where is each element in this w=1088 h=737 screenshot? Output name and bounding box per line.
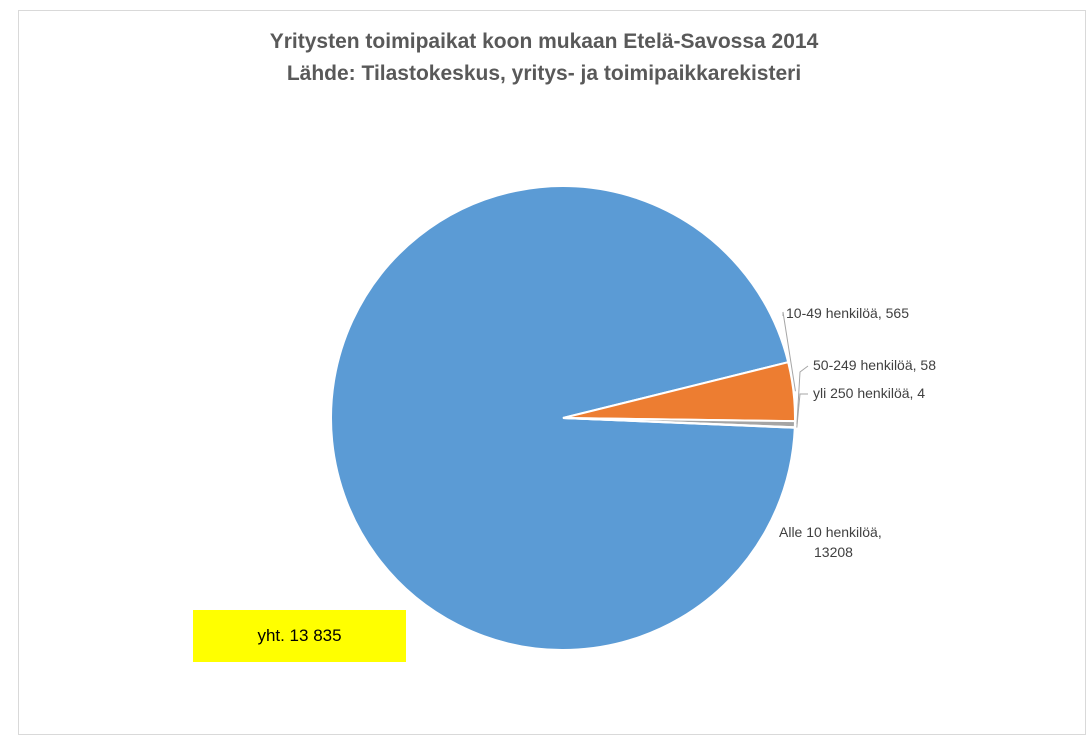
data-label-alle-10-value: 13208: [814, 544, 853, 560]
data-label-50-249: 50-249 henkilöä, 58: [813, 357, 936, 373]
chart-title: Yritysten toimipaikat koon mukaan Etelä-…: [269, 30, 819, 53]
leader-line-3: [796, 365, 809, 425]
leader-lines: [782, 311, 809, 428]
data-label-10-49: 10-49 henkilöä, 565: [786, 305, 909, 321]
data-label-alle-10: Alle 10 henkilöä,: [779, 524, 882, 540]
chart-subtitle: Lähde: Tilastokeskus, yritys- ja toimipa…: [286, 62, 802, 85]
leader-line-2: [782, 311, 796, 392]
data-labels: Alle 10 henkilöä, 13208 10-49 henkilöä, …: [779, 305, 936, 560]
total-annotation: yht. 13 835: [193, 610, 406, 662]
data-label-yli-250: yli 250 henkilöä, 4: [813, 385, 925, 401]
pie-slices: [330, 185, 796, 652]
pie-slice-4: [562, 417, 796, 429]
leader-line-4: [796, 393, 808, 428]
